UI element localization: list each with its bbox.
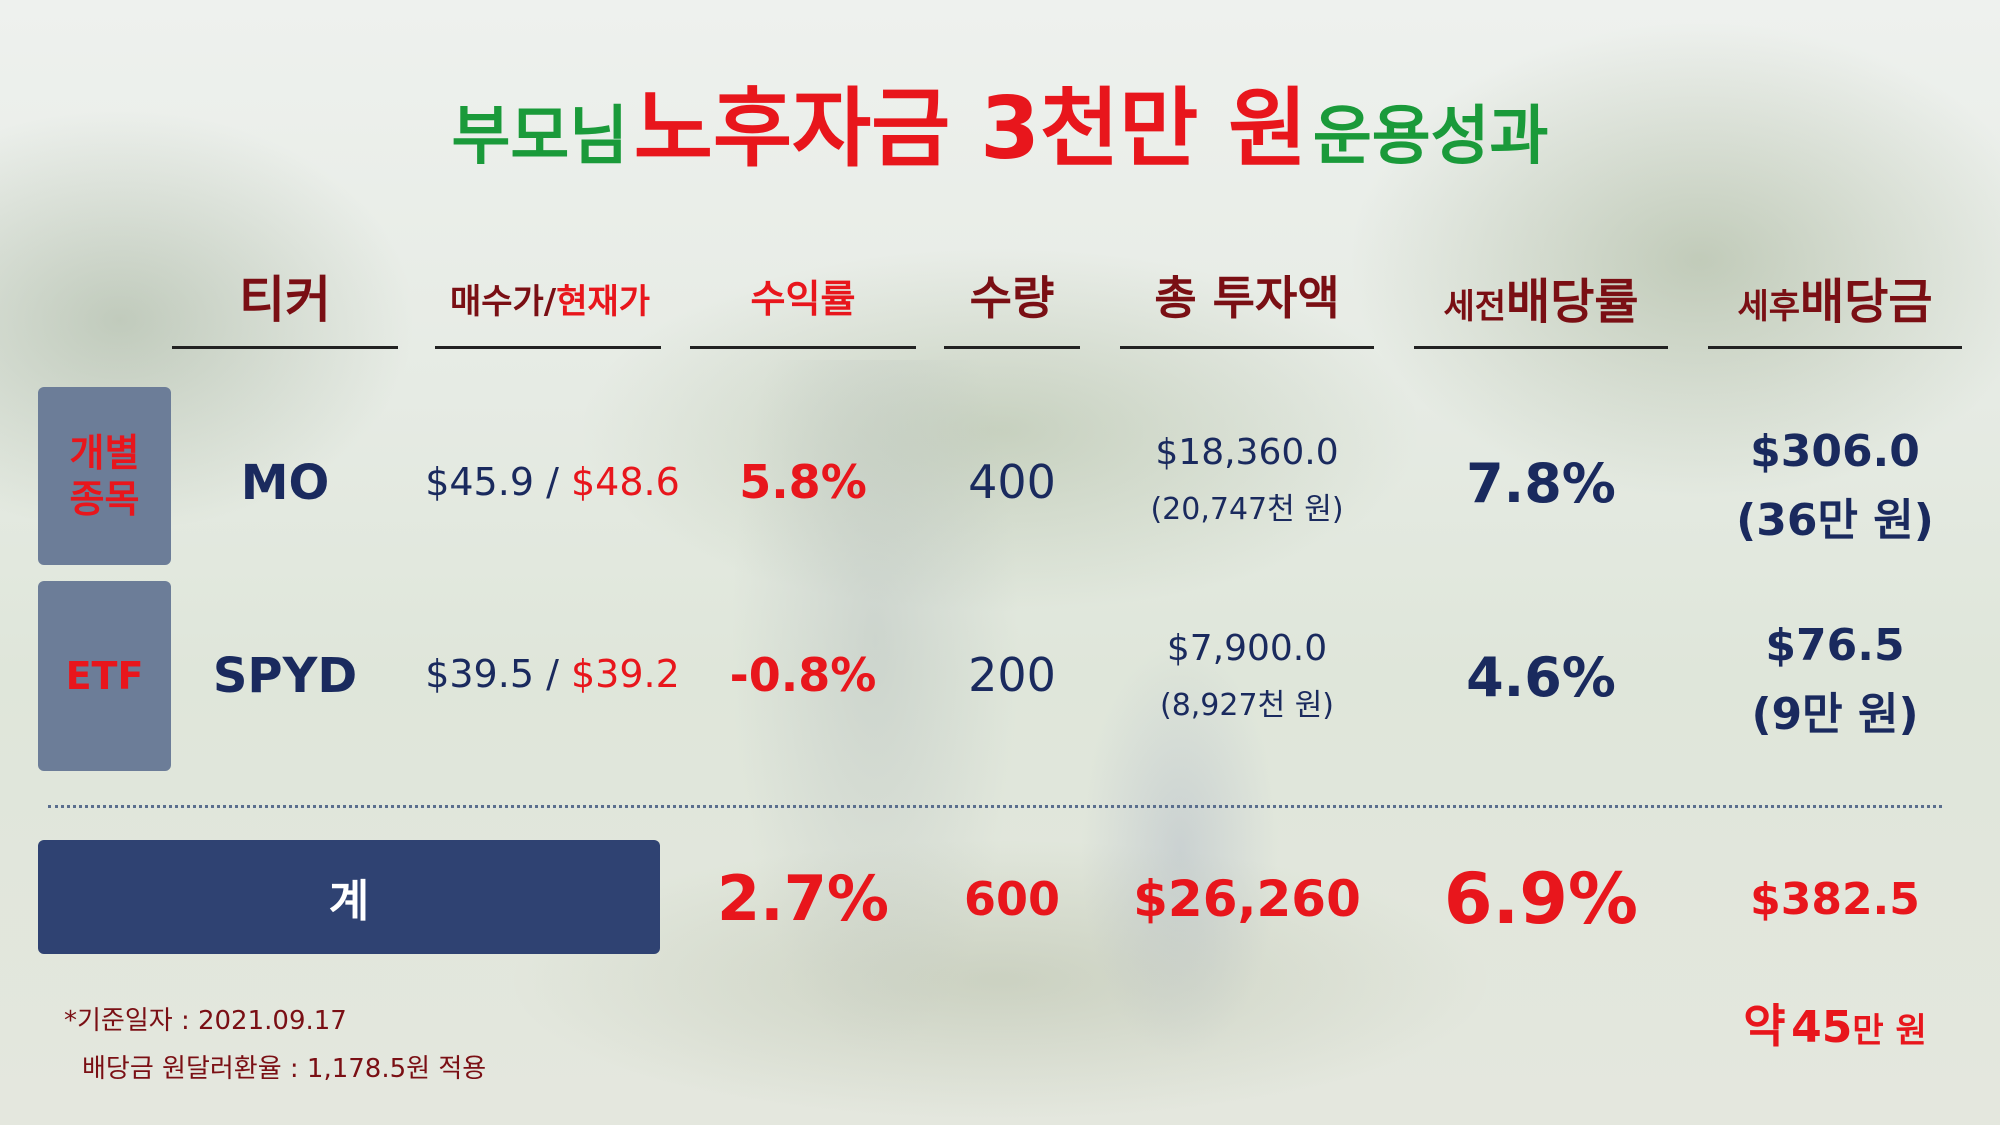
total-label-bar: 계: [38, 840, 660, 954]
row1-dividend-usd: $306.0: [1750, 426, 1920, 477]
row2-price: $39.5 / $39.2: [420, 652, 685, 696]
title-part3: 운용성과: [1312, 100, 1549, 174]
row-category-etf: ETF: [38, 581, 171, 771]
header-pretax-small: 세전: [1443, 287, 1507, 327]
header-ticker: 티커: [239, 271, 331, 329]
row1-price-separator: /: [546, 460, 559, 504]
total-dividend-approx: 약 45만 원: [1708, 990, 1962, 1056]
header-return: 수익률: [750, 277, 856, 321]
row2-current-price: $39.2: [571, 652, 680, 696]
title-part1: 부모님: [451, 100, 629, 174]
row1-price: $45.9 / $48.6: [420, 460, 685, 504]
row2-buy-price: $39.5: [425, 652, 534, 696]
row-category-individual: 개별 종목: [38, 387, 171, 565]
header-underline-invest: [1120, 346, 1374, 349]
row1-quantity: 400: [968, 455, 1056, 509]
row1-current-price: $48.6: [571, 460, 680, 504]
header-buy-price: 매수가/: [449, 282, 557, 322]
row1-yield: 7.8%: [1466, 452, 1616, 515]
total-yield: 6.9%: [1443, 858, 1639, 940]
header-underline-dividend: [1708, 346, 1962, 349]
total-quantity: 600: [963, 872, 1061, 926]
total-return: 2.7%: [717, 862, 889, 935]
row1-return: 5.8%: [739, 455, 867, 509]
header-underline-quantity: [944, 346, 1080, 349]
row2-invest-usd: $7,900.0: [1166, 628, 1328, 669]
approx-value: 45: [1791, 1002, 1853, 1053]
header-aftertax-big: 배당금: [1800, 274, 1933, 330]
title-part2: 노후자금 3천만 원: [633, 79, 1308, 179]
header-current-price: 현재가: [556, 282, 651, 322]
header-underline-price: [435, 346, 661, 349]
header-underline-yield: [1414, 346, 1668, 349]
header-pretax-yield: 세전배당률: [1414, 262, 1668, 332]
row2-return: -0.8%: [729, 648, 877, 702]
approx-prefix: 약: [1743, 999, 1786, 1053]
header-underline-return: [690, 346, 916, 349]
row2-yield: 4.6%: [1466, 646, 1616, 709]
row1-buy-price: $45.9: [425, 460, 534, 504]
header-quantity: 수량: [969, 271, 1055, 325]
row1-invest-krw: (20,747천 원): [1150, 492, 1344, 527]
background-child-figure: [1080, 640, 1280, 1060]
header-underline-ticker: [172, 346, 398, 349]
header-price: 매수가/현재가: [430, 274, 670, 323]
approx-unit: 만 원: [1852, 1011, 1927, 1051]
row2-dividend-krw: (9만 원): [1751, 689, 1919, 740]
row1-dividend-krw: (36만 원): [1736, 495, 1934, 546]
total-invest: $26,260: [1133, 870, 1361, 928]
total-dividend: $382.5: [1750, 874, 1920, 925]
header-total-invest: 총 투자액: [1154, 271, 1340, 325]
row2-price-separator: /: [546, 652, 559, 696]
header-pretax-big: 배당률: [1506, 274, 1639, 330]
note-base-date: *기준일자 : 2021.09.17: [64, 1006, 347, 1036]
header-aftertax-dividend: 세후배당금: [1708, 262, 1962, 332]
row2-ticker: SPYD: [212, 648, 358, 704]
row1-ticker: MO: [240, 455, 330, 511]
row1-invest-usd: $18,360.0: [1155, 432, 1339, 473]
background-adult-figure: [730, 360, 1020, 1060]
row2-invest-krw: (8,927천 원): [1159, 688, 1335, 723]
total-divider: [48, 805, 1942, 808]
page-title: 부모님 노후자금 3천만 원 운용성과: [0, 58, 2000, 183]
row2-quantity: 200: [968, 648, 1056, 702]
note-exchange-rate: 배당금 원달러환율 : 1,178.5원 적용: [82, 1054, 487, 1084]
header-aftertax-small: 세후: [1737, 287, 1801, 327]
row2-dividend-usd: $76.5: [1765, 620, 1905, 671]
